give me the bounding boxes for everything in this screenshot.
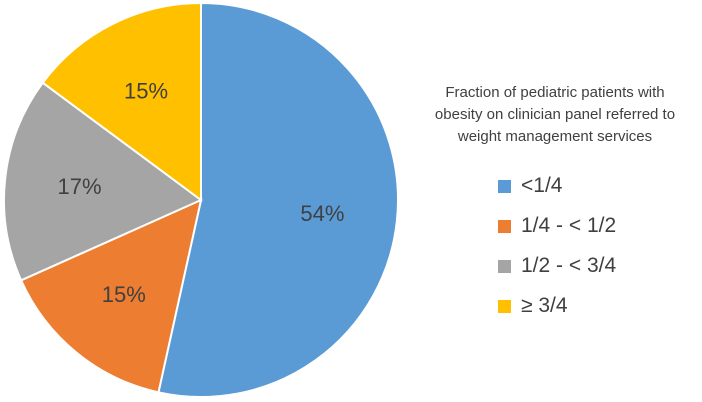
chart-legend: Fraction of pediatric patients with obes… (410, 82, 700, 326)
legend-swatch (498, 179, 511, 193)
chart-title-line: obesity on clinician panel referred to (434, 106, 676, 123)
chart-title: Fraction of pediatric patients with obes… (410, 82, 700, 148)
pie-data-label: 54% (300, 201, 344, 226)
pie-data-labels: 54% 15% 17% 15% (58, 78, 345, 307)
chart-title-line: weight management services (457, 128, 653, 145)
pie-slices (3, 1, 399, 398)
pie-data-label: 17% (58, 174, 102, 199)
pie-slice (157, 1, 399, 398)
legend-item: ≥ 3/4 (498, 286, 700, 326)
legend-label: <1/4 (521, 174, 563, 197)
pie-slice (19, 198, 203, 394)
legend-label: ≥ 3/4 (521, 294, 568, 317)
pie-data-label: 15% (124, 78, 168, 103)
legend-swatch (498, 259, 511, 273)
legend-item: <1/4 (498, 166, 700, 206)
pie-slice (3, 81, 203, 282)
pie-slice (41, 1, 202, 202)
pie-data-label: 15% (102, 282, 146, 307)
legend-item: 1/2 - < 3/4 (498, 246, 700, 286)
legend-swatch (498, 219, 511, 233)
legend-label: 1/2 - < 3/4 (521, 254, 617, 277)
legend-label: 1/4 - < 1/2 (521, 214, 617, 237)
legend-swatch (498, 299, 511, 313)
legend-items: <1/4 1/4 - < 1/2 1/2 - < 3/4 ≥ 3/4 (498, 166, 700, 326)
legend-item: 1/4 - < 1/2 (498, 206, 700, 246)
chart-title-line: Fraction of pediatric patients with (445, 84, 665, 101)
